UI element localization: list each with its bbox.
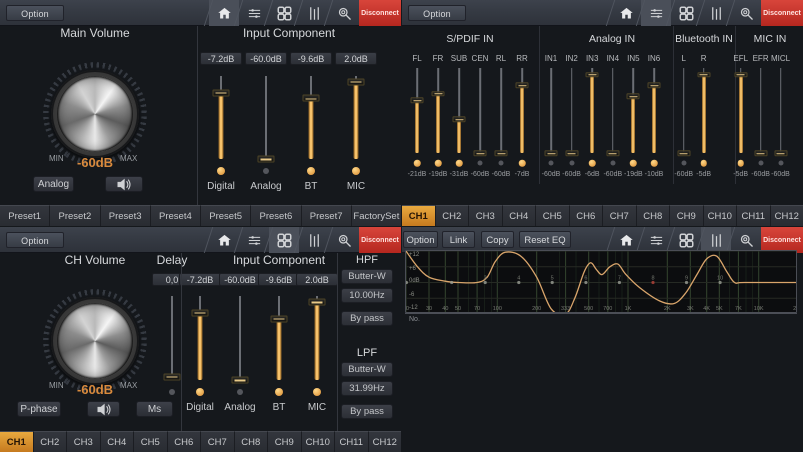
svg-text:7: 7 [618, 276, 621, 282]
svg-text:8: 8 [651, 276, 654, 282]
svg-text:3: 3 [484, 276, 487, 282]
svg-text:10: 10 [717, 276, 723, 282]
svg-text:5: 5 [551, 276, 554, 282]
svg-text:4: 4 [517, 276, 520, 282]
svg-text:9: 9 [685, 276, 688, 282]
svg-text:6: 6 [584, 276, 587, 282]
